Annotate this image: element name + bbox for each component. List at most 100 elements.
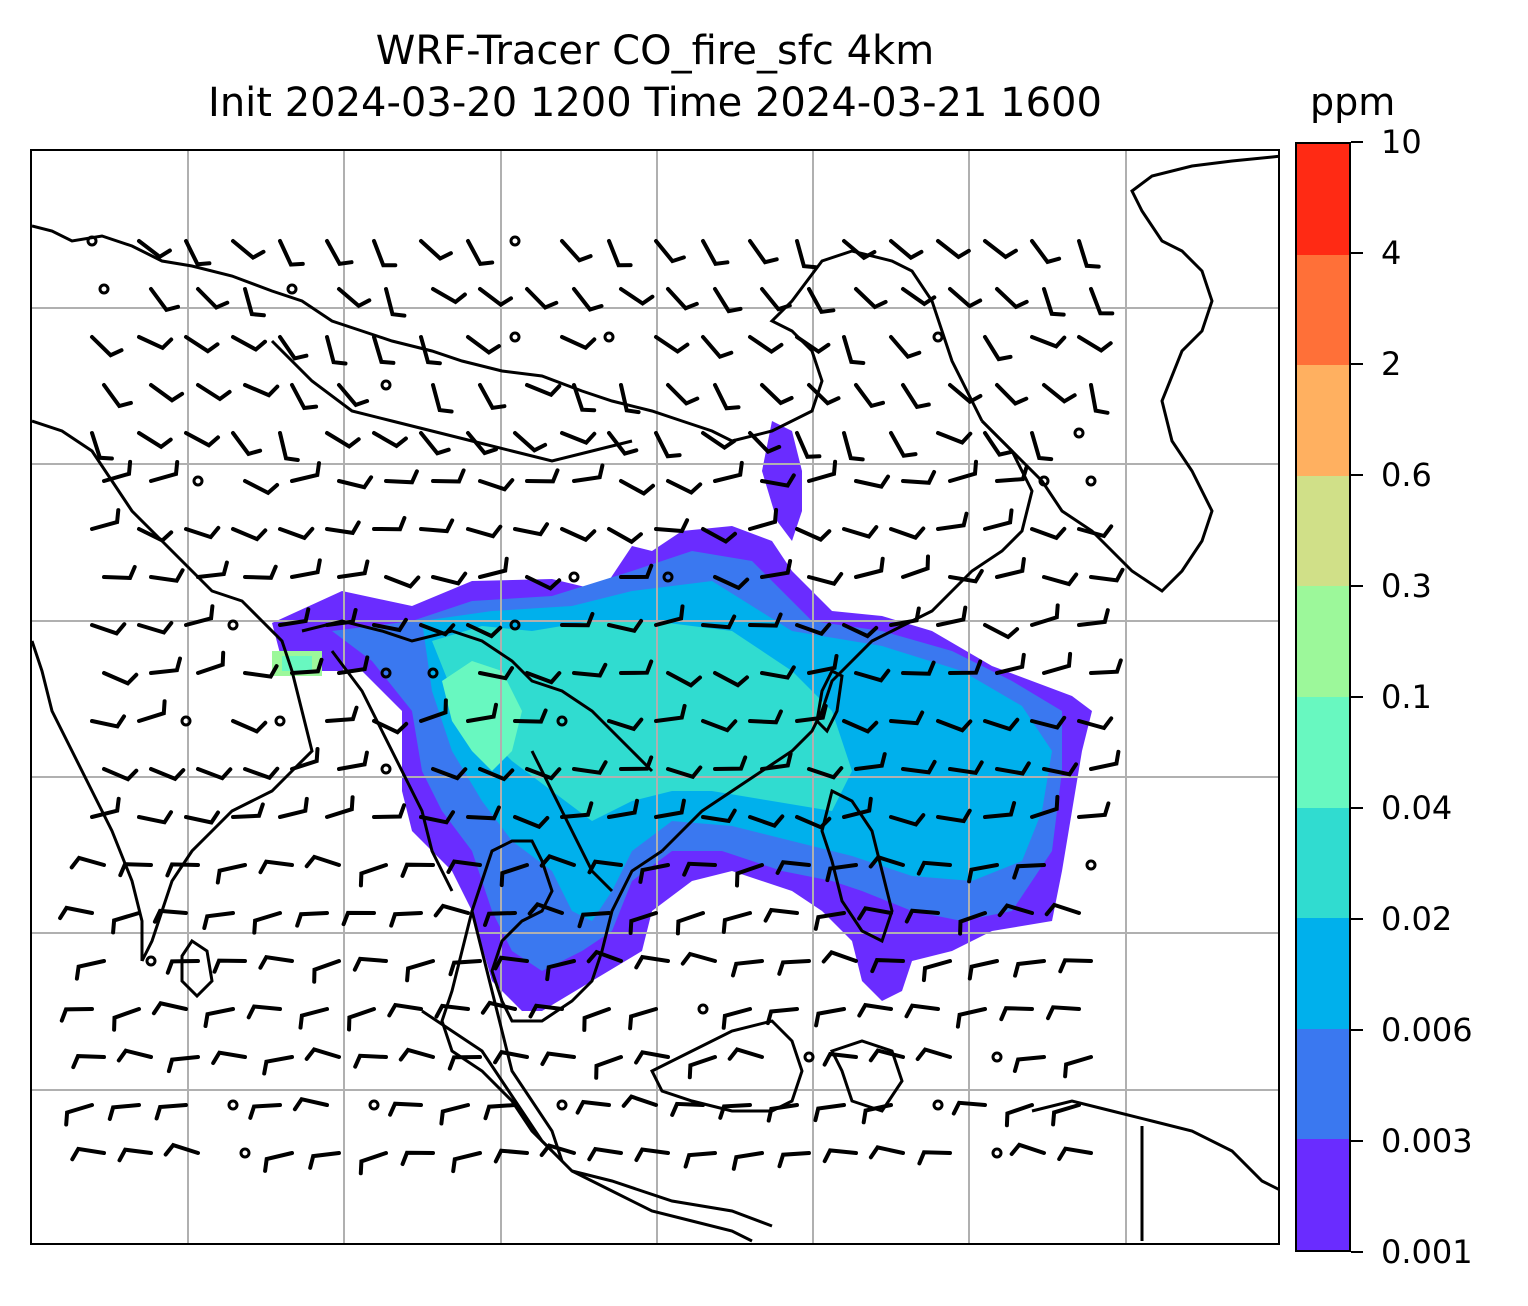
wind-barb <box>431 571 468 586</box>
wind-barb <box>419 239 453 261</box>
wind-barb <box>575 1099 611 1115</box>
wind-barb <box>419 431 451 456</box>
wind-barb <box>1057 1146 1093 1161</box>
wind-barb <box>439 1103 470 1126</box>
wind-barb <box>212 958 247 974</box>
wind-barb <box>619 659 654 675</box>
wind-barb <box>995 557 1026 579</box>
colorbar-tick <box>1351 807 1363 809</box>
wind-barb <box>718 1103 752 1120</box>
calm-wind-marker <box>1085 475 1097 487</box>
wind-barb <box>149 767 186 782</box>
wind-barb <box>670 1101 705 1117</box>
wind-barb <box>889 710 925 726</box>
wind-barb <box>807 654 839 675</box>
calm-wind-marker <box>368 1099 380 1111</box>
wind-barb <box>842 431 865 462</box>
coastline-india-west <box>32 640 144 961</box>
wind-barb <box>634 954 670 970</box>
wind-barb <box>1077 335 1113 353</box>
wind-barb <box>478 287 513 308</box>
coastline-indochina <box>470 839 663 1162</box>
wind-barb <box>384 287 407 318</box>
colorbar-tick-label: 0.04 <box>1381 789 1453 827</box>
wind-barb <box>90 431 114 461</box>
wind-barb <box>921 959 952 983</box>
wind-barb <box>117 1147 153 1163</box>
colorbar-segment <box>1297 254 1349 366</box>
wind-barb <box>1063 1055 1093 1079</box>
wind-barb <box>901 759 937 775</box>
wind-barb <box>74 959 106 981</box>
wind-barb <box>1077 239 1101 269</box>
wind-barb <box>995 383 1029 406</box>
wind-barb <box>325 795 355 819</box>
wind-barb <box>948 760 984 775</box>
wind-barb <box>312 959 341 984</box>
wind-barb <box>721 1007 752 1030</box>
wind-barb <box>308 1151 341 1170</box>
wind-barb <box>388 1101 423 1117</box>
calm-wind-marker <box>509 235 521 247</box>
wind-barb <box>1013 959 1046 978</box>
wind-barb <box>813 1103 846 1123</box>
wind-barb <box>807 383 841 406</box>
wind-barb <box>868 1145 905 1160</box>
wind-barb <box>1042 651 1073 675</box>
wind-barb <box>58 905 94 921</box>
wind-barb <box>400 862 435 878</box>
wind-barb <box>854 383 885 409</box>
wind-barb <box>1012 863 1046 880</box>
wind-barb <box>1030 431 1054 462</box>
wind-barb <box>337 383 370 408</box>
colorbar-tick-label: 2 <box>1381 345 1402 383</box>
wind-barb <box>196 767 233 781</box>
calm-wind-marker <box>1038 475 1050 487</box>
wind-barb <box>582 1007 611 1032</box>
wind-barb <box>915 1047 952 1061</box>
wind-barb <box>948 459 978 483</box>
wind-barb <box>701 808 737 824</box>
wind-barb <box>231 527 268 542</box>
coastline-sumatra <box>421 1009 753 1243</box>
wind-barb <box>1012 1055 1046 1073</box>
calm-wind-marker <box>98 283 110 295</box>
wind-barb <box>539 854 576 868</box>
wind-barb <box>372 719 409 735</box>
coastline-korea-japan <box>980 154 1278 593</box>
wind-barb <box>995 652 1026 675</box>
wind-barb <box>607 431 639 456</box>
wind-barb <box>967 863 999 884</box>
coastline-new-guinea <box>1031 1099 1278 1191</box>
wind-barb <box>211 1050 247 1065</box>
wind-barb <box>358 863 388 888</box>
wind-barb <box>889 813 926 827</box>
calm-wind-marker <box>427 667 439 679</box>
wind-barb <box>112 1007 141 1032</box>
wind-barb <box>184 431 220 448</box>
map-panel[interactable] <box>30 149 1280 1245</box>
wind-barb <box>341 910 376 927</box>
wind-barb <box>1058 958 1093 974</box>
wind-barb <box>419 518 455 534</box>
wind-barb <box>948 383 983 405</box>
wind-barb <box>290 383 319 411</box>
wind-barb <box>325 520 361 536</box>
wind-barb <box>203 1007 235 1028</box>
chart-title-line1: WRF-Tracer CO_fire_sfc 4km <box>375 28 935 74</box>
wind-barb <box>731 959 764 978</box>
wind-barb <box>983 623 1020 640</box>
wind-barb <box>337 655 370 675</box>
wind-barb <box>325 335 348 366</box>
wind-barb <box>901 470 937 485</box>
calm-wind-marker <box>380 667 392 679</box>
wind-barb <box>587 859 623 875</box>
wind-barb <box>854 474 890 489</box>
colorbar-segment <box>1297 697 1349 808</box>
wind-barb <box>777 959 811 976</box>
calm-wind-marker <box>239 1147 251 1159</box>
wind-barb <box>904 1003 940 1019</box>
wind-barb <box>152 908 188 924</box>
wind-barb <box>248 1103 282 1120</box>
wind-barb <box>901 287 937 307</box>
